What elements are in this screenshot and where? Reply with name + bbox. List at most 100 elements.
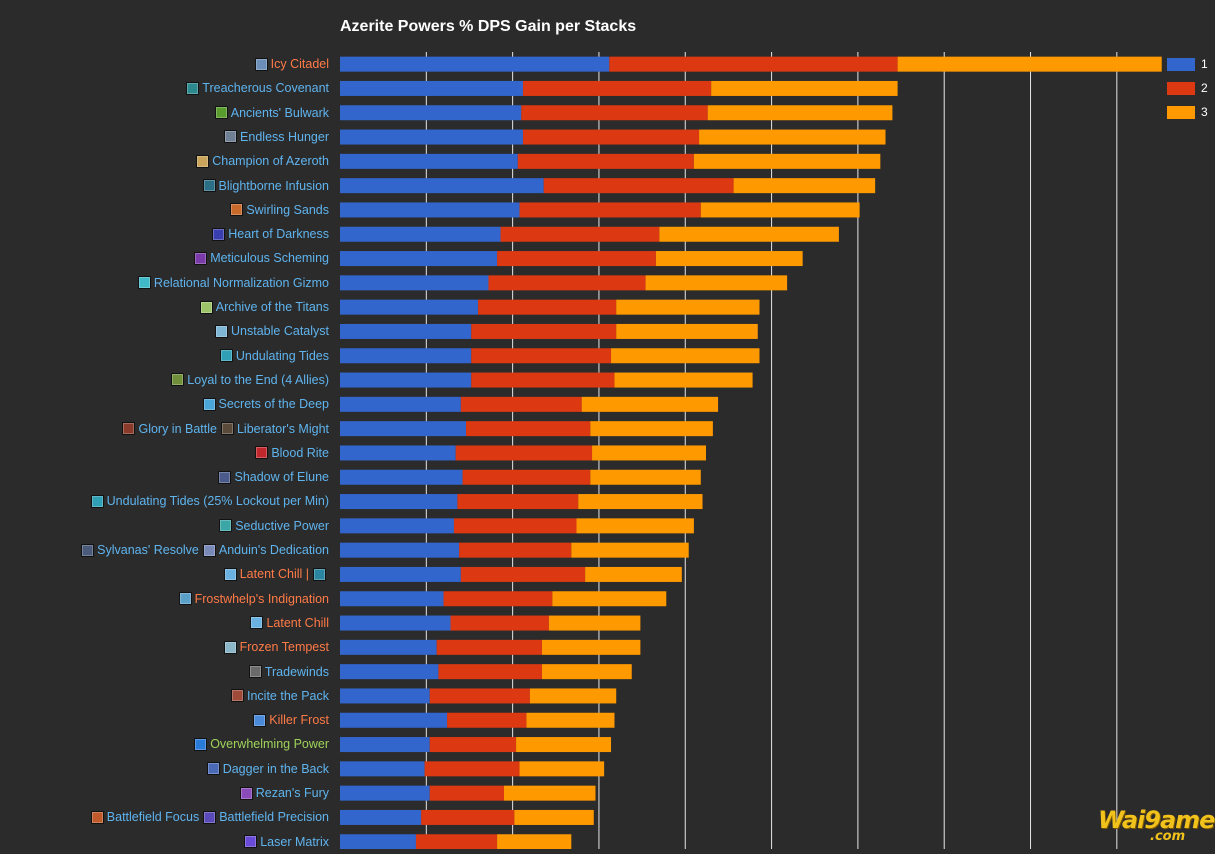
category-label-part[interactable]: Blightborne Infusion: [202, 179, 329, 193]
bar-segment-stack-3[interactable]: [699, 129, 886, 145]
bar-segment-stack-2[interactable]: [522, 80, 712, 96]
category-label[interactable]: Archive of the Titans: [196, 295, 329, 319]
bar-segment-stack-1[interactable]: [340, 809, 422, 825]
bar-segment-stack-1[interactable]: [340, 372, 472, 388]
category-label[interactable]: Undulating Tides (25% Lockout per Min): [87, 489, 329, 513]
bar-segment-stack-3[interactable]: [655, 251, 803, 267]
bar-segment-stack-1[interactable]: [340, 737, 430, 753]
category-label[interactable]: Rezan's Fury: [236, 781, 329, 805]
legend-item-1[interactable]: 1: [1167, 52, 1208, 76]
bar-segment-stack-3[interactable]: [733, 178, 876, 194]
bar-segment-stack-2[interactable]: [424, 761, 520, 777]
bar-segment-stack-3[interactable]: [711, 80, 898, 96]
category-label-part[interactable]: Frostwhelp's Indignation: [178, 592, 329, 606]
bar-segment-stack-2[interactable]: [519, 202, 701, 218]
category-label[interactable]: Shadow of Elune: [214, 465, 329, 489]
bar-segment-stack-2[interactable]: [455, 445, 593, 461]
bar-segment-stack-2[interactable]: [497, 251, 656, 267]
bar-segment-stack-1[interactable]: [340, 80, 523, 96]
bar-segment-stack-1[interactable]: [340, 834, 416, 849]
category-label[interactable]: Treacherous Covenant: [182, 76, 329, 100]
category-label-part[interactable]: Secrets of the Deep: [202, 397, 329, 411]
category-label-part[interactable]: Killer Frost: [253, 713, 329, 727]
bar-segment-stack-3[interactable]: [592, 445, 706, 461]
bar-segment-stack-3[interactable]: [693, 153, 881, 169]
bar-segment-stack-3[interactable]: [541, 639, 641, 655]
category-label[interactable]: Dagger in the Back: [203, 757, 329, 781]
bar-segment-stack-2[interactable]: [438, 664, 542, 680]
bar-segment-stack-2[interactable]: [462, 469, 591, 485]
category-label-part[interactable]: Undulating Tides (25% Lockout per Min): [90, 494, 329, 508]
bar-segment-stack-1[interactable]: [340, 251, 498, 267]
bar-segment-stack-2[interactable]: [460, 566, 586, 582]
category-label[interactable]: Relational Normalization Gizmo: [134, 271, 329, 295]
bar-segment-stack-3[interactable]: [571, 542, 689, 558]
bar-segment-stack-2[interactable]: [471, 348, 612, 364]
category-label[interactable]: Tradewinds: [245, 660, 329, 684]
bar-segment-stack-3[interactable]: [529, 688, 617, 704]
bar-segment-stack-2[interactable]: [460, 396, 582, 412]
bar-segment-stack-2[interactable]: [517, 153, 694, 169]
bar-segment-stack-1[interactable]: [340, 105, 522, 121]
bar-segment-stack-1[interactable]: [340, 348, 472, 364]
category-label[interactable]: Loyal to the End (4 Allies): [167, 368, 329, 392]
bar-segment-stack-3[interactable]: [645, 275, 788, 291]
category-label[interactable]: Heart of Darkness: [208, 222, 329, 246]
bar-segment-stack-3[interactable]: [590, 421, 713, 437]
bar-segment-stack-2[interactable]: [457, 494, 579, 510]
bar-segment-stack-1[interactable]: [340, 761, 425, 777]
category-label[interactable]: Blood Rite: [251, 441, 329, 465]
bar-segment-stack-2[interactable]: [429, 737, 517, 753]
bar-segment-stack-2[interactable]: [543, 178, 734, 194]
bar-segment-stack-3[interactable]: [590, 469, 701, 485]
bar-segment-stack-2[interactable]: [466, 421, 591, 437]
category-label[interactable]: Latent Chill: [246, 611, 329, 635]
bar-segment-stack-1[interactable]: [340, 421, 467, 437]
bar-segment-stack-1[interactable]: [340, 591, 444, 607]
category-label-part[interactable]: Anduin's Dedication: [202, 543, 329, 557]
category-label[interactable]: Frostwhelp's Indignation: [175, 587, 329, 611]
bar-segment-stack-1[interactable]: [340, 518, 454, 534]
category-label[interactable]: Champion of Azeroth: [192, 149, 329, 173]
category-label-part[interactable]: Frozen Tempest: [223, 640, 329, 654]
bar-segment-stack-1[interactable]: [340, 299, 479, 315]
bar-segment-stack-1[interactable]: [340, 226, 501, 242]
category-label-part[interactable]: Ancients' Bulwark: [214, 106, 329, 120]
bar-segment-stack-1[interactable]: [340, 445, 456, 461]
category-label[interactable]: Glory in Battle Liberator's Might: [118, 417, 329, 441]
category-label-part[interactable]: Relational Normalization Gizmo: [137, 276, 329, 290]
category-label-part[interactable]: Archive of the Titans: [199, 300, 329, 314]
bar-segment-stack-2[interactable]: [443, 591, 553, 607]
category-label-part[interactable]: Heart of Darkness: [212, 227, 329, 241]
bar-segment-stack-1[interactable]: [340, 688, 430, 704]
category-label[interactable]: Icy Citadel: [251, 52, 329, 76]
bar-segment-stack-3[interactable]: [585, 566, 682, 582]
category-label-part[interactable]: Swirling Sands: [230, 203, 329, 217]
bar-segment-stack-1[interactable]: [340, 275, 489, 291]
bar-segment-stack-3[interactable]: [700, 202, 860, 218]
bar-segment-stack-2[interactable]: [415, 834, 498, 849]
category-label[interactable]: Sylvanas' Resolve Anduin's Dedication: [77, 538, 329, 562]
bar-segment-stack-2[interactable]: [429, 785, 504, 801]
category-label-part[interactable]: Endless Hunger: [224, 130, 329, 144]
bar-segment-stack-3[interactable]: [519, 761, 605, 777]
category-label[interactable]: Undulating Tides: [216, 344, 329, 368]
category-label[interactable]: Seductive Power: [215, 514, 329, 538]
bar-segment-stack-3[interactable]: [578, 494, 703, 510]
category-label-part[interactable]: Loyal to the End (4 Allies): [171, 373, 329, 387]
bar-segment-stack-3[interactable]: [707, 105, 893, 121]
bar-segment-stack-2[interactable]: [450, 615, 549, 631]
bar-segment-stack-3[interactable]: [616, 323, 758, 339]
bar-segment-stack-3[interactable]: [548, 615, 641, 631]
category-label-part[interactable]: Dagger in the Back: [206, 762, 329, 776]
legend-item-2[interactable]: 2: [1167, 76, 1208, 100]
bar-segment-stack-3[interactable]: [897, 56, 1162, 72]
category-label[interactable]: Secrets of the Deep: [199, 392, 329, 416]
category-label[interactable]: Meticulous Scheming: [190, 246, 329, 270]
bar-segment-stack-3[interactable]: [611, 348, 760, 364]
bar-segment-stack-1[interactable]: [340, 494, 458, 510]
bar-segment-stack-2[interactable]: [421, 809, 515, 825]
chart-legend[interactable]: 1 2 3: [1167, 52, 1208, 124]
bar-segment-stack-1[interactable]: [340, 56, 610, 72]
bar-segment-stack-2[interactable]: [453, 518, 577, 534]
